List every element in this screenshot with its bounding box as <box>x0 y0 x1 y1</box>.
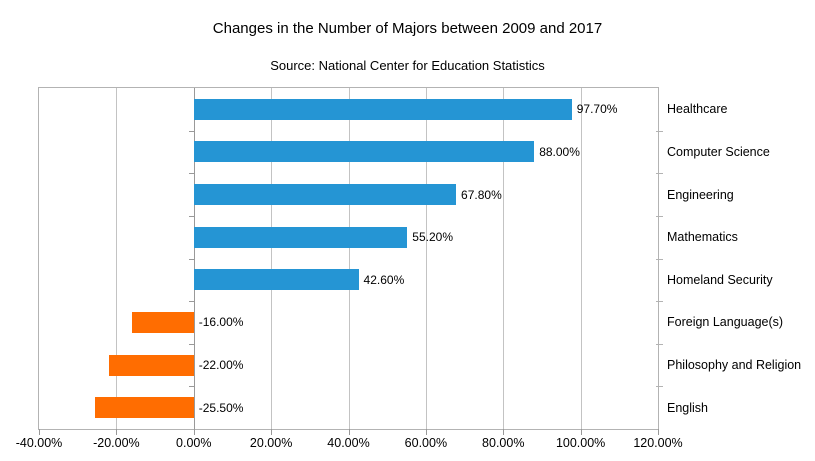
gridline <box>116 88 118 429</box>
value-label: 97.70% <box>576 102 618 117</box>
value-label: 55.20% <box>412 230 453 245</box>
x-axis-tick <box>271 429 273 435</box>
x-axis-tick <box>348 429 350 435</box>
category-axis-tick <box>656 130 663 132</box>
zero-axis-tick <box>188 173 194 175</box>
zero-axis-tick <box>188 130 194 132</box>
x-tick-label: -20.00% <box>93 436 140 450</box>
x-tick-label: 0.00% <box>176 436 212 450</box>
gridline <box>348 88 350 429</box>
category-label: Healthcare <box>667 102 728 117</box>
value-label: 67.80% <box>461 187 502 202</box>
bar <box>193 98 572 120</box>
category-label: Philosophy and Religion <box>667 358 802 373</box>
zero-axis-tick <box>188 258 194 260</box>
bar <box>193 226 408 248</box>
zero-axis-tick <box>188 301 194 303</box>
x-axis-tick <box>503 429 505 435</box>
bar <box>131 311 194 333</box>
x-tick-label: 40.00% <box>327 436 370 450</box>
chart-subtitle: Source: National Center for Education St… <box>270 58 545 73</box>
category-axis-tick <box>656 258 663 260</box>
gridline <box>271 88 273 429</box>
value-label: -25.50% <box>198 400 244 415</box>
category-axis-tick <box>656 173 663 175</box>
x-tick-label: 20.00% <box>249 436 293 450</box>
category-label: Computer Science <box>667 144 770 159</box>
bar <box>108 354 194 376</box>
chart-title: Changes in the Number of Majors between … <box>212 20 603 37</box>
x-tick-label: 80.00% <box>482 436 525 450</box>
category-axis-tick <box>656 215 663 217</box>
category-axis-tick <box>656 343 663 345</box>
zero-axis-tick <box>188 343 194 345</box>
bar <box>193 184 457 206</box>
x-tick-label: 60.00% <box>404 436 448 450</box>
zero-axis-line <box>193 88 195 429</box>
bar <box>95 397 194 419</box>
value-label: -16.00% <box>198 315 244 330</box>
x-axis-tick <box>425 429 427 435</box>
plot-area: 97.70% Healthcare 88.00% Computer Science 67… <box>16 87 801 450</box>
x-axis-tick <box>39 429 40 435</box>
gridline <box>425 88 427 429</box>
category-label: English <box>667 400 708 415</box>
x-axis-tick <box>193 429 195 435</box>
gridline <box>580 88 582 429</box>
value-label: 42.60% <box>363 272 405 287</box>
zero-axis-tick <box>188 215 194 217</box>
category-axis-tick <box>656 386 663 388</box>
category-label: Foreign Language(s) <box>667 315 784 330</box>
x-tick-label: -40.00% <box>15 436 63 450</box>
x-tick-label: 120.00% <box>633 436 683 450</box>
value-label: 88.00% <box>539 144 580 159</box>
bar <box>193 269 359 291</box>
bar <box>193 141 535 163</box>
zero-axis-tick <box>188 386 194 388</box>
category-axis-tick <box>656 301 663 303</box>
category-label: Homeland Security <box>667 272 773 287</box>
x-axis-tick <box>658 429 659 435</box>
category-label: Mathematics <box>667 230 738 245</box>
x-axis-tick <box>580 429 582 435</box>
value-label: -22.00% <box>198 358 244 373</box>
category-label: Engineering <box>667 187 734 202</box>
gridline <box>503 88 505 429</box>
x-axis-tick <box>116 429 118 435</box>
x-tick-label: 100.00% <box>555 436 606 450</box>
